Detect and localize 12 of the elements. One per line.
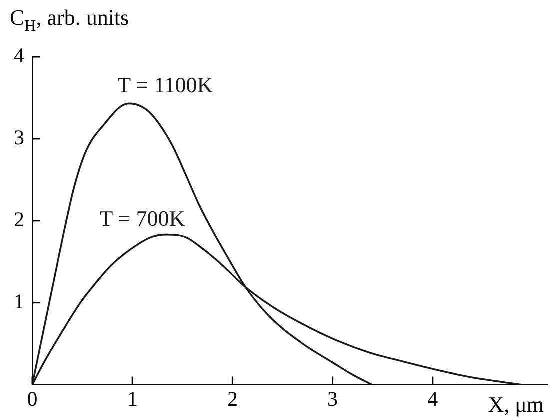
x-axis-title: X, μm [488,392,544,417]
x-tick-label: 1 [127,386,138,411]
y-tick-label: 3 [14,125,24,150]
x-tick-label: 3 [328,386,338,411]
x-tick-label: 2 [227,386,238,411]
y-tick-label: 4 [14,44,25,68]
series-label: T = 700K [100,206,186,231]
y-tick-label: 1 [14,289,24,314]
series-label: T = 1100K [118,72,214,98]
x-tick-label: 4 [428,386,439,411]
y-tick-label: 2 [14,207,24,232]
x-tick-label: 0 [27,386,38,411]
